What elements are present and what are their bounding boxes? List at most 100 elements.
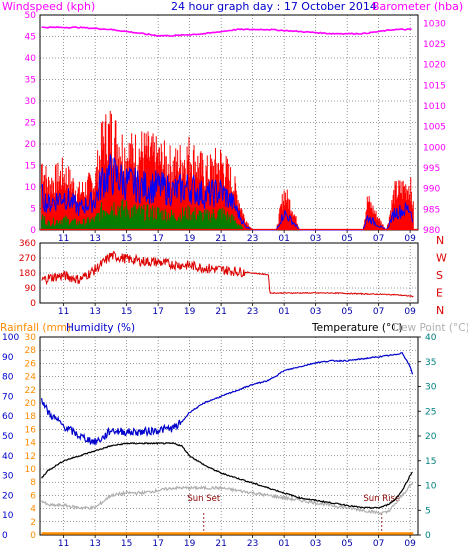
rainfall-tick-label: 22 bbox=[25, 386, 36, 396]
dewpoint-axis-title: Dew Point (°C) bbox=[393, 322, 468, 334]
barometer-tick-label: 995 bbox=[423, 164, 440, 174]
wind-xtick-label: 05 bbox=[341, 234, 352, 244]
graph-title: 24 hour graph day : 17 October 2014 bbox=[171, 0, 377, 13]
temperature-tick-label: 35 bbox=[425, 358, 436, 368]
temperature-xtick-label: 03 bbox=[310, 539, 321, 549]
direction-xtick-label: 19 bbox=[184, 307, 196, 317]
temperature-xtick-label: 19 bbox=[184, 539, 196, 549]
barometer-tick-label: 1005 bbox=[423, 123, 446, 133]
wind-xtick-label: 13 bbox=[89, 234, 100, 244]
humidity-line bbox=[41, 352, 414, 446]
temperature-xtick-label: 05 bbox=[341, 539, 352, 549]
wind-xtick-label: 17 bbox=[152, 234, 163, 244]
barometer-tick-label: 980 bbox=[423, 226, 440, 236]
rainfall-tick-label: 26 bbox=[25, 359, 37, 369]
rainfall-tick-label: 8 bbox=[30, 478, 36, 488]
direction-xtick-label: 23 bbox=[247, 307, 258, 317]
barometer-tick-label: 1025 bbox=[423, 40, 446, 50]
windspeed-tick-label: 25 bbox=[25, 119, 36, 129]
compass-label: N bbox=[436, 234, 444, 247]
direction-tick-label: 180 bbox=[19, 269, 36, 279]
rainfall-tick-label: 16 bbox=[25, 425, 37, 435]
temperature-xtick-label: 21 bbox=[215, 539, 226, 549]
humidity-tick-label: 100 bbox=[2, 333, 19, 343]
barometer-line bbox=[41, 26, 412, 37]
humidity-tick-label: 30 bbox=[2, 472, 14, 482]
temperature-axis-title: Temperature (°C) bbox=[311, 322, 403, 334]
direction-tick-label: 360 bbox=[19, 239, 36, 249]
rainfall-tick-label: 18 bbox=[25, 412, 37, 422]
temperature-tick-label: 25 bbox=[425, 407, 436, 417]
direction-xtick-label: 01 bbox=[278, 307, 289, 317]
temperature-tick-label: 10 bbox=[425, 482, 437, 492]
wind-xtick-label: 01 bbox=[278, 234, 289, 244]
humidity-tick-label: 10 bbox=[2, 511, 14, 521]
humidity-tick-label: 20 bbox=[2, 491, 14, 501]
rainfall-axis-title: Rainfall (mm) bbox=[0, 322, 71, 334]
windspeed-tick-label: 0 bbox=[30, 226, 36, 236]
wind-xtick-label: 15 bbox=[121, 234, 132, 244]
direction-line bbox=[41, 251, 414, 298]
compass-label: W bbox=[436, 252, 447, 265]
barometer-tick-label: 1010 bbox=[423, 102, 446, 112]
barometer-tick-label: 990 bbox=[423, 185, 440, 195]
rainfall-tick-label: 12 bbox=[25, 452, 36, 462]
rainfall-tick-label: 20 bbox=[25, 399, 37, 409]
rainfall-tick-label: 10 bbox=[25, 465, 37, 475]
barometer-tick-label: 1020 bbox=[423, 61, 446, 71]
compass-label: N bbox=[436, 304, 444, 317]
rainfall-tick-label: 30 bbox=[25, 333, 37, 343]
sun-event-label: Sun Rise bbox=[363, 494, 400, 504]
temperature-xtick-label: 01 bbox=[278, 539, 289, 549]
direction-xtick-label: 15 bbox=[121, 307, 132, 317]
temperature-tick-label: 0 bbox=[425, 531, 431, 541]
windspeed-tick-label: 45 bbox=[25, 33, 36, 43]
windspeed-tick-label: 50 bbox=[25, 11, 37, 21]
direction-tick-label: 0 bbox=[30, 299, 36, 309]
humidity-tick-label: 60 bbox=[2, 412, 14, 422]
windspeed-tick-label: 5 bbox=[30, 205, 36, 215]
windspeed-tick-label: 40 bbox=[25, 54, 37, 64]
wind-xtick-label: 11 bbox=[58, 234, 69, 244]
direction-xtick-label: 07 bbox=[373, 307, 384, 317]
wind-xtick-label: 07 bbox=[373, 234, 384, 244]
temperature-xtick-label: 11 bbox=[58, 539, 69, 549]
rainfall-tick-label: 4 bbox=[30, 505, 36, 515]
humidity-tick-label: 80 bbox=[2, 373, 14, 383]
humidity-tick-label: 70 bbox=[2, 392, 14, 402]
humidity-axis-title: Humidity (%) bbox=[66, 322, 135, 334]
temperature-tick-label: 20 bbox=[425, 432, 437, 442]
dewpoint-line bbox=[41, 482, 414, 516]
humidity-tick-label: 90 bbox=[2, 353, 14, 363]
windspeed-tick-label: 30 bbox=[25, 97, 37, 107]
windspeed-tick-label: 15 bbox=[25, 162, 36, 172]
wind-xtick-label: 23 bbox=[247, 234, 258, 244]
humidity-tick-label: 0 bbox=[2, 531, 8, 541]
direction-tick-label: 270 bbox=[19, 254, 36, 264]
temperature-xtick-label: 17 bbox=[152, 539, 163, 549]
data-series: Sun Set Sun Rise bbox=[40, 26, 418, 535]
direction-xtick-label: 21 bbox=[215, 307, 226, 317]
rainfall-tick-label: 14 bbox=[25, 439, 37, 449]
direction-xtick-label: 17 bbox=[152, 307, 163, 317]
barometer-tick-label: 1000 bbox=[423, 143, 446, 153]
temperature-tick-label: 5 bbox=[425, 506, 431, 516]
direction-xtick-label: 11 bbox=[58, 307, 69, 317]
humidity-tick-label: 40 bbox=[2, 452, 14, 462]
rainfall-tick-label: 0 bbox=[30, 531, 36, 541]
temperature-line bbox=[41, 442, 413, 509]
windspeed-axis-title: Windspeed (kph) bbox=[2, 0, 95, 13]
windspeed-tick-label: 20 bbox=[25, 140, 37, 150]
barometer-tick-label: 985 bbox=[423, 205, 440, 215]
windspeed-tick-label: 35 bbox=[25, 76, 36, 86]
windspeed-tick-label: 10 bbox=[25, 183, 37, 193]
compass-label: E bbox=[436, 287, 443, 300]
sun-event-label: Sun Set bbox=[187, 494, 220, 504]
temperature-xtick-label: 23 bbox=[247, 539, 258, 549]
wind-xtick-label: 09 bbox=[404, 234, 416, 244]
humidity-tick-label: 50 bbox=[2, 432, 14, 442]
rainfall-tick-label: 6 bbox=[30, 491, 36, 501]
rainfall-tick-label: 24 bbox=[25, 373, 37, 383]
